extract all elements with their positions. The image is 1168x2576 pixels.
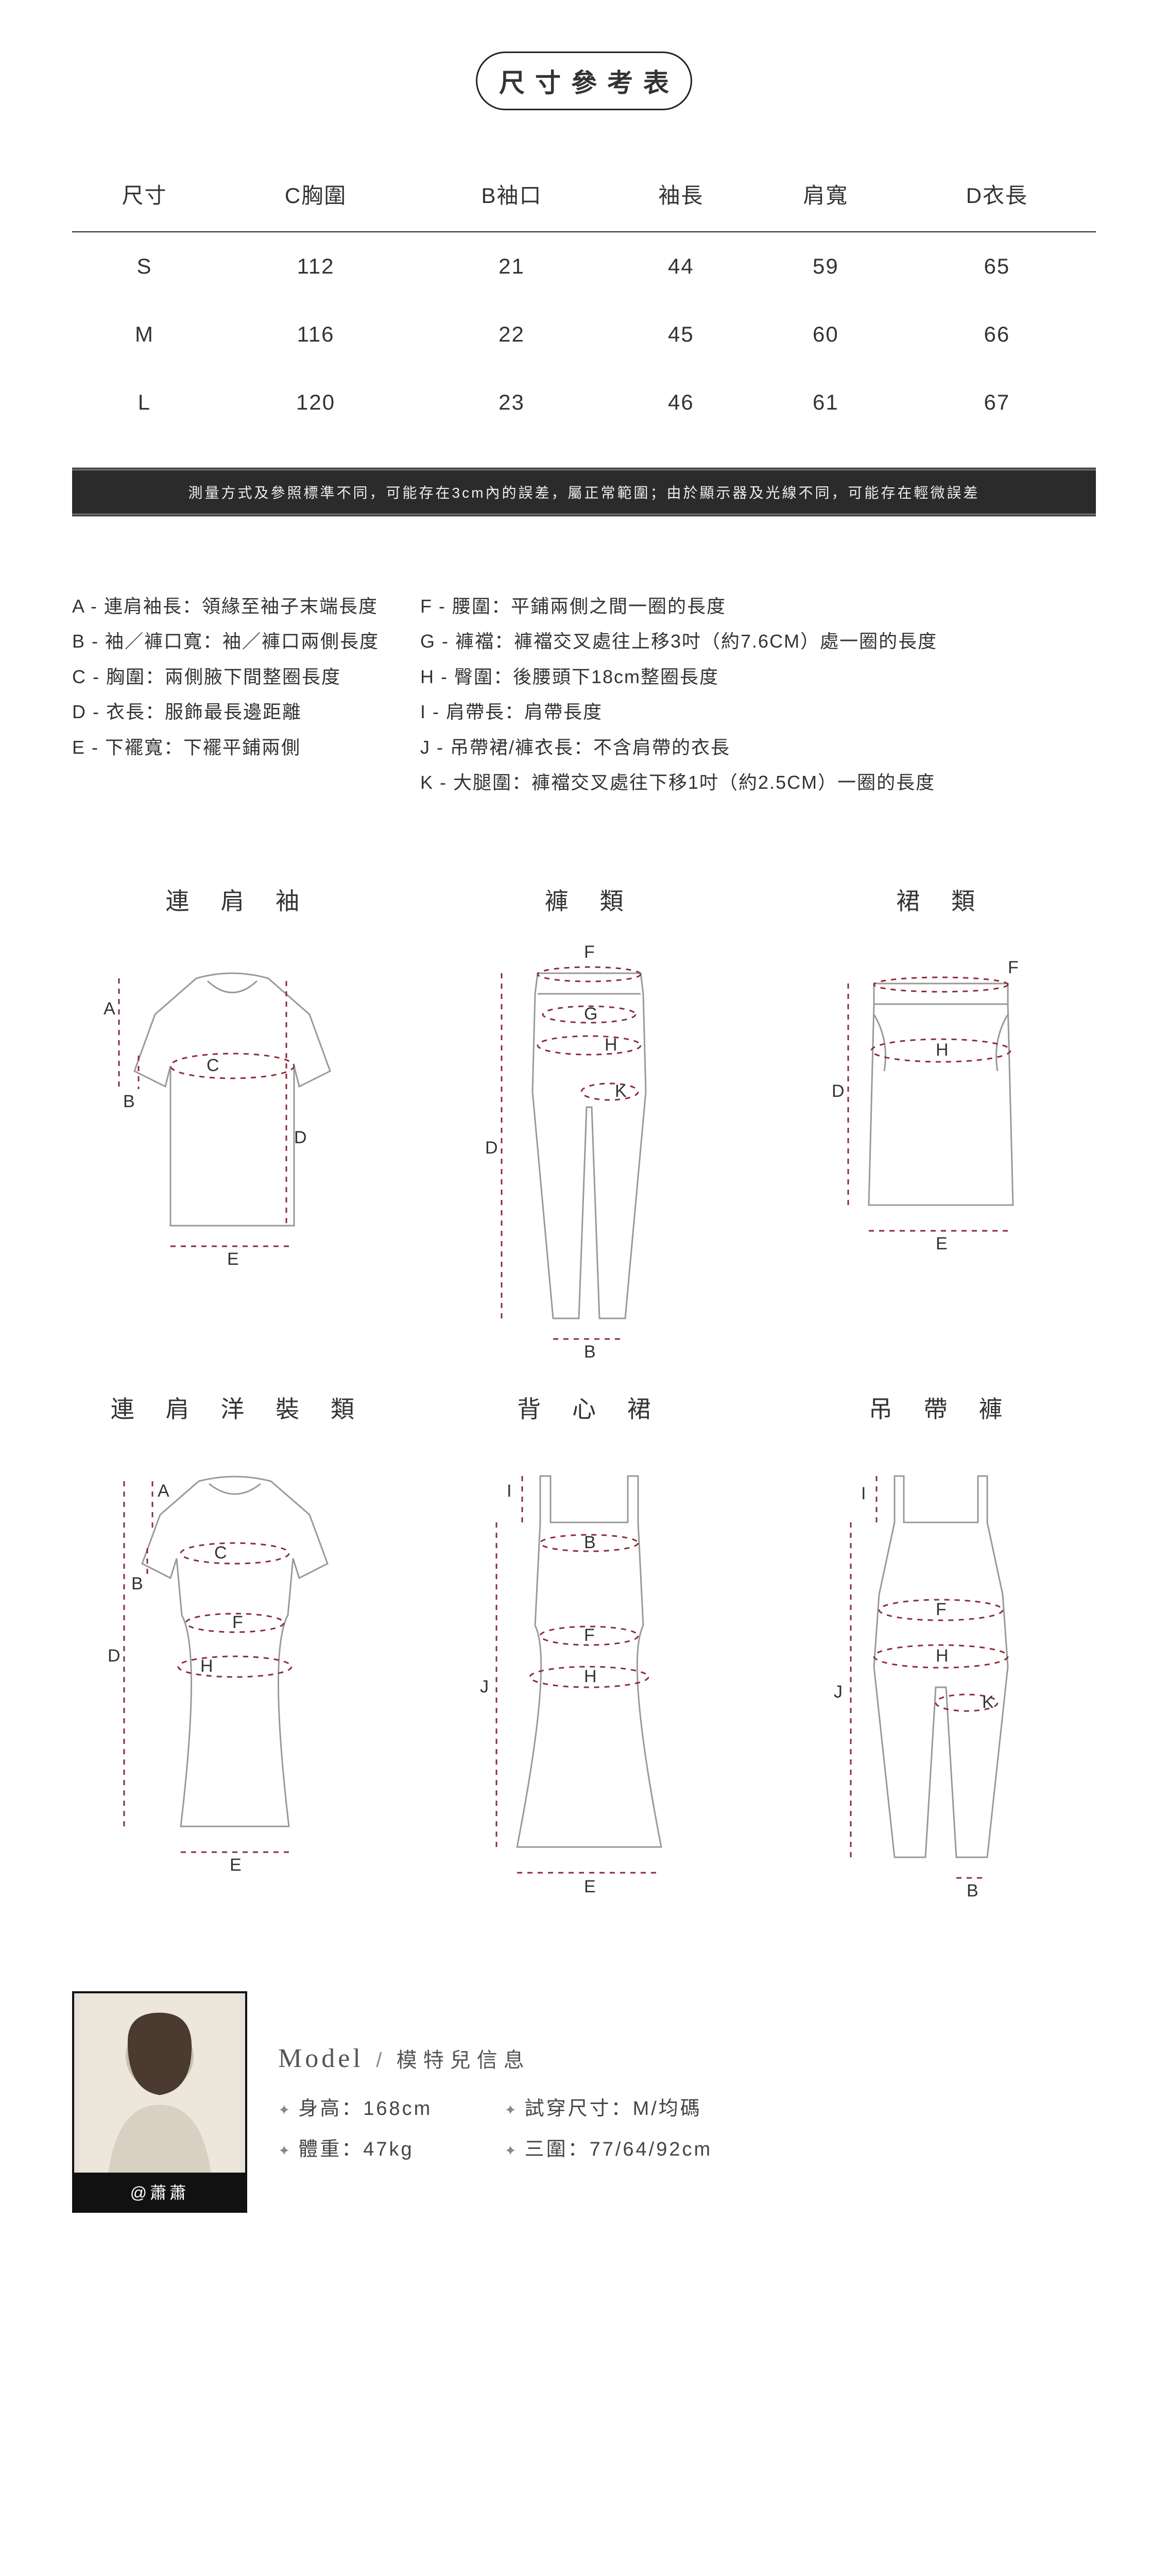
svg-text:C: C: [214, 1543, 227, 1563]
svg-text:D: D: [108, 1646, 121, 1666]
raglan-dress-icon: A B C F H D E: [88, 1445, 376, 1878]
legend-right: F - 腰圍：平鋪兩側之間一圈的長度 G - 褲襠：褲襠交叉處往上移3吋（約7.…: [420, 589, 937, 800]
diagram-title: 裙 類: [775, 883, 1096, 917]
svg-text:D: D: [485, 1138, 498, 1158]
svg-text:I: I: [861, 1484, 866, 1503]
diagram-title: 連 肩 袖: [72, 883, 393, 917]
legend-item: E - 下襬寬：下襬平鋪兩側: [72, 730, 379, 765]
diagram-title: 褲 類: [424, 883, 745, 917]
diagram-title: 背 心 裙: [424, 1391, 745, 1425]
legend-item: I - 肩帶長：肩帶長度: [420, 694, 937, 730]
svg-text:G: G: [584, 1004, 597, 1024]
svg-text:K: K: [615, 1081, 627, 1101]
overalls-icon: I F H K J B: [792, 1445, 1080, 1899]
measurement-notice: 測量方式及參照標準不同，可能存在3cm內的誤差，屬正常範圍；由於顯示器及光線不同…: [72, 467, 1096, 517]
svg-text:B: B: [584, 1342, 596, 1360]
svg-text:H: H: [605, 1035, 617, 1055]
svg-text:F: F: [232, 1613, 243, 1632]
skirt-icon: F H D E: [792, 937, 1080, 1267]
col-shoulder: 肩寬: [753, 157, 898, 232]
svg-text:K: K: [982, 1692, 994, 1712]
stat-fit: 試穿尺寸：M/均碼: [504, 2092, 712, 2121]
stat-weight: 體重：47kg: [278, 2133, 432, 2161]
model-stats: 身高：168cm 試穿尺寸：M/均碼 體重：47kg 三圍：77/64/92cm: [278, 2092, 712, 2161]
svg-text:E: E: [227, 1249, 239, 1267]
measurement-legend: A - 連肩袖長：領緣至袖子末端長度 B - 袖／褲口寬：袖／褲口兩側長度 C …: [72, 589, 1096, 800]
col-size: 尺寸: [72, 157, 217, 232]
diagram-title: 吊 帶 褲: [775, 1391, 1096, 1425]
legend-item: C - 胸圍：兩側腋下間整圈長度: [72, 659, 379, 694]
legend-item: B - 袖／褲口寬：袖／褲口兩側長度: [72, 624, 379, 659]
svg-text:B: B: [584, 1533, 596, 1552]
table-row: L 120 23 46 61 67: [72, 368, 1096, 436]
legend-item: H - 臀圍：後腰頭下18cm整圈長度: [420, 659, 937, 694]
model-info: Model / 模特兒信息 身高：168cm 試穿尺寸：M/均碼 體重：47kg…: [278, 2043, 712, 2161]
col-length: D衣長: [898, 157, 1096, 232]
svg-text:D: D: [294, 1128, 307, 1147]
col-cuff: B袖口: [415, 157, 609, 232]
svg-text:J: J: [834, 1682, 843, 1702]
legend-item: D - 衣長：服飾最長邊距離: [72, 694, 379, 730]
svg-text:C: C: [207, 1056, 219, 1075]
diagram-grid: 連 肩 袖 A B C D E 褲 類 F G: [72, 883, 1096, 1899]
diagram-title: 連 肩 洋 裝 類: [72, 1391, 393, 1425]
diagram-skirt: 裙 類 F H D E: [775, 883, 1096, 1360]
model-heading: Model / 模特兒信息: [278, 2043, 712, 2074]
svg-text:D: D: [832, 1081, 845, 1101]
stat-measure: 三圍：77/64/92cm: [504, 2133, 712, 2161]
cami-dress-icon: I B F H J E: [440, 1445, 728, 1899]
page-title: 尺寸參考表: [476, 52, 692, 110]
legend-item: J - 吊帶裙/褲衣長：不含肩帶的衣長: [420, 730, 937, 765]
svg-text:E: E: [584, 1877, 596, 1896]
size-table-header-row: 尺寸 C胸圍 B袖口 袖長 肩寬 D衣長: [72, 157, 1096, 232]
model-photo: @蕭蕭: [72, 1991, 247, 2213]
diagram-pants: 褲 類 F G H K D B: [424, 883, 745, 1360]
svg-text:A: A: [104, 999, 115, 1019]
size-table: 尺寸 C胸圍 B袖口 袖長 肩寬 D衣長 S 112 21 44 59 65 M…: [72, 157, 1096, 436]
svg-text:H: H: [936, 1040, 949, 1060]
svg-text:E: E: [936, 1234, 948, 1253]
svg-text:H: H: [584, 1667, 597, 1686]
model-card: @蕭蕭 Model / 模特兒信息 身高：168cm 試穿尺寸：M/均碼 體重：…: [72, 1971, 1096, 2233]
diagram-raglan-top: 連 肩 袖 A B C D E: [72, 883, 393, 1360]
table-row: M 116 22 45 60 66: [72, 300, 1096, 368]
col-sleeve: 袖長: [609, 157, 753, 232]
legend-item: F - 腰圍：平鋪兩側之間一圈的長度: [420, 589, 937, 624]
svg-text:F: F: [1008, 958, 1019, 977]
col-chest: C胸圍: [217, 157, 415, 232]
legend-item: K - 大腿圍：褲襠交叉處往下移1吋（約2.5CM）一圈的長度: [420, 765, 937, 800]
legend-item: G - 褲襠：褲襠交叉處往上移3吋（約7.6CM）處一圈的長度: [420, 624, 937, 659]
raglan-top-icon: A B C D E: [88, 937, 376, 1267]
pants-icon: F G H K D B: [440, 937, 728, 1360]
svg-text:I: I: [507, 1481, 511, 1501]
diagram-overalls: 吊 帶 褲 I F H K J B: [775, 1391, 1096, 1899]
heading-zh: 模特兒信息: [397, 2049, 530, 2072]
svg-text:A: A: [158, 1481, 169, 1501]
svg-text:H: H: [200, 1656, 213, 1676]
svg-text:F: F: [584, 1625, 595, 1645]
avatar-placeholder-icon: [74, 1993, 245, 2173]
diagram-raglan-dress: 連 肩 洋 裝 類 A B C F H D E: [72, 1391, 393, 1899]
svg-text:J: J: [480, 1677, 489, 1697]
svg-text:B: B: [967, 1881, 978, 1899]
svg-text:B: B: [123, 1092, 135, 1111]
legend-left: A - 連肩袖長：領緣至袖子末端長度 B - 袖／褲口寬：袖／褲口兩側長度 C …: [72, 589, 379, 800]
svg-text:E: E: [230, 1855, 242, 1875]
avatar: [74, 1993, 245, 2173]
legend-item: A - 連肩袖長：領緣至袖子末端長度: [72, 589, 379, 624]
heading-en: Model: [278, 2044, 364, 2073]
stat-height: 身高：168cm: [278, 2092, 432, 2121]
heading-sep: /: [376, 2049, 384, 2072]
svg-text:H: H: [936, 1646, 949, 1666]
svg-text:F: F: [936, 1600, 947, 1619]
svg-text:F: F: [584, 942, 595, 962]
svg-text:B: B: [131, 1574, 143, 1594]
table-row: S 112 21 44 59 65: [72, 232, 1096, 300]
diagram-cami-dress: 背 心 裙 I B F H J E: [424, 1391, 745, 1899]
model-handle: @蕭蕭: [74, 2173, 245, 2211]
